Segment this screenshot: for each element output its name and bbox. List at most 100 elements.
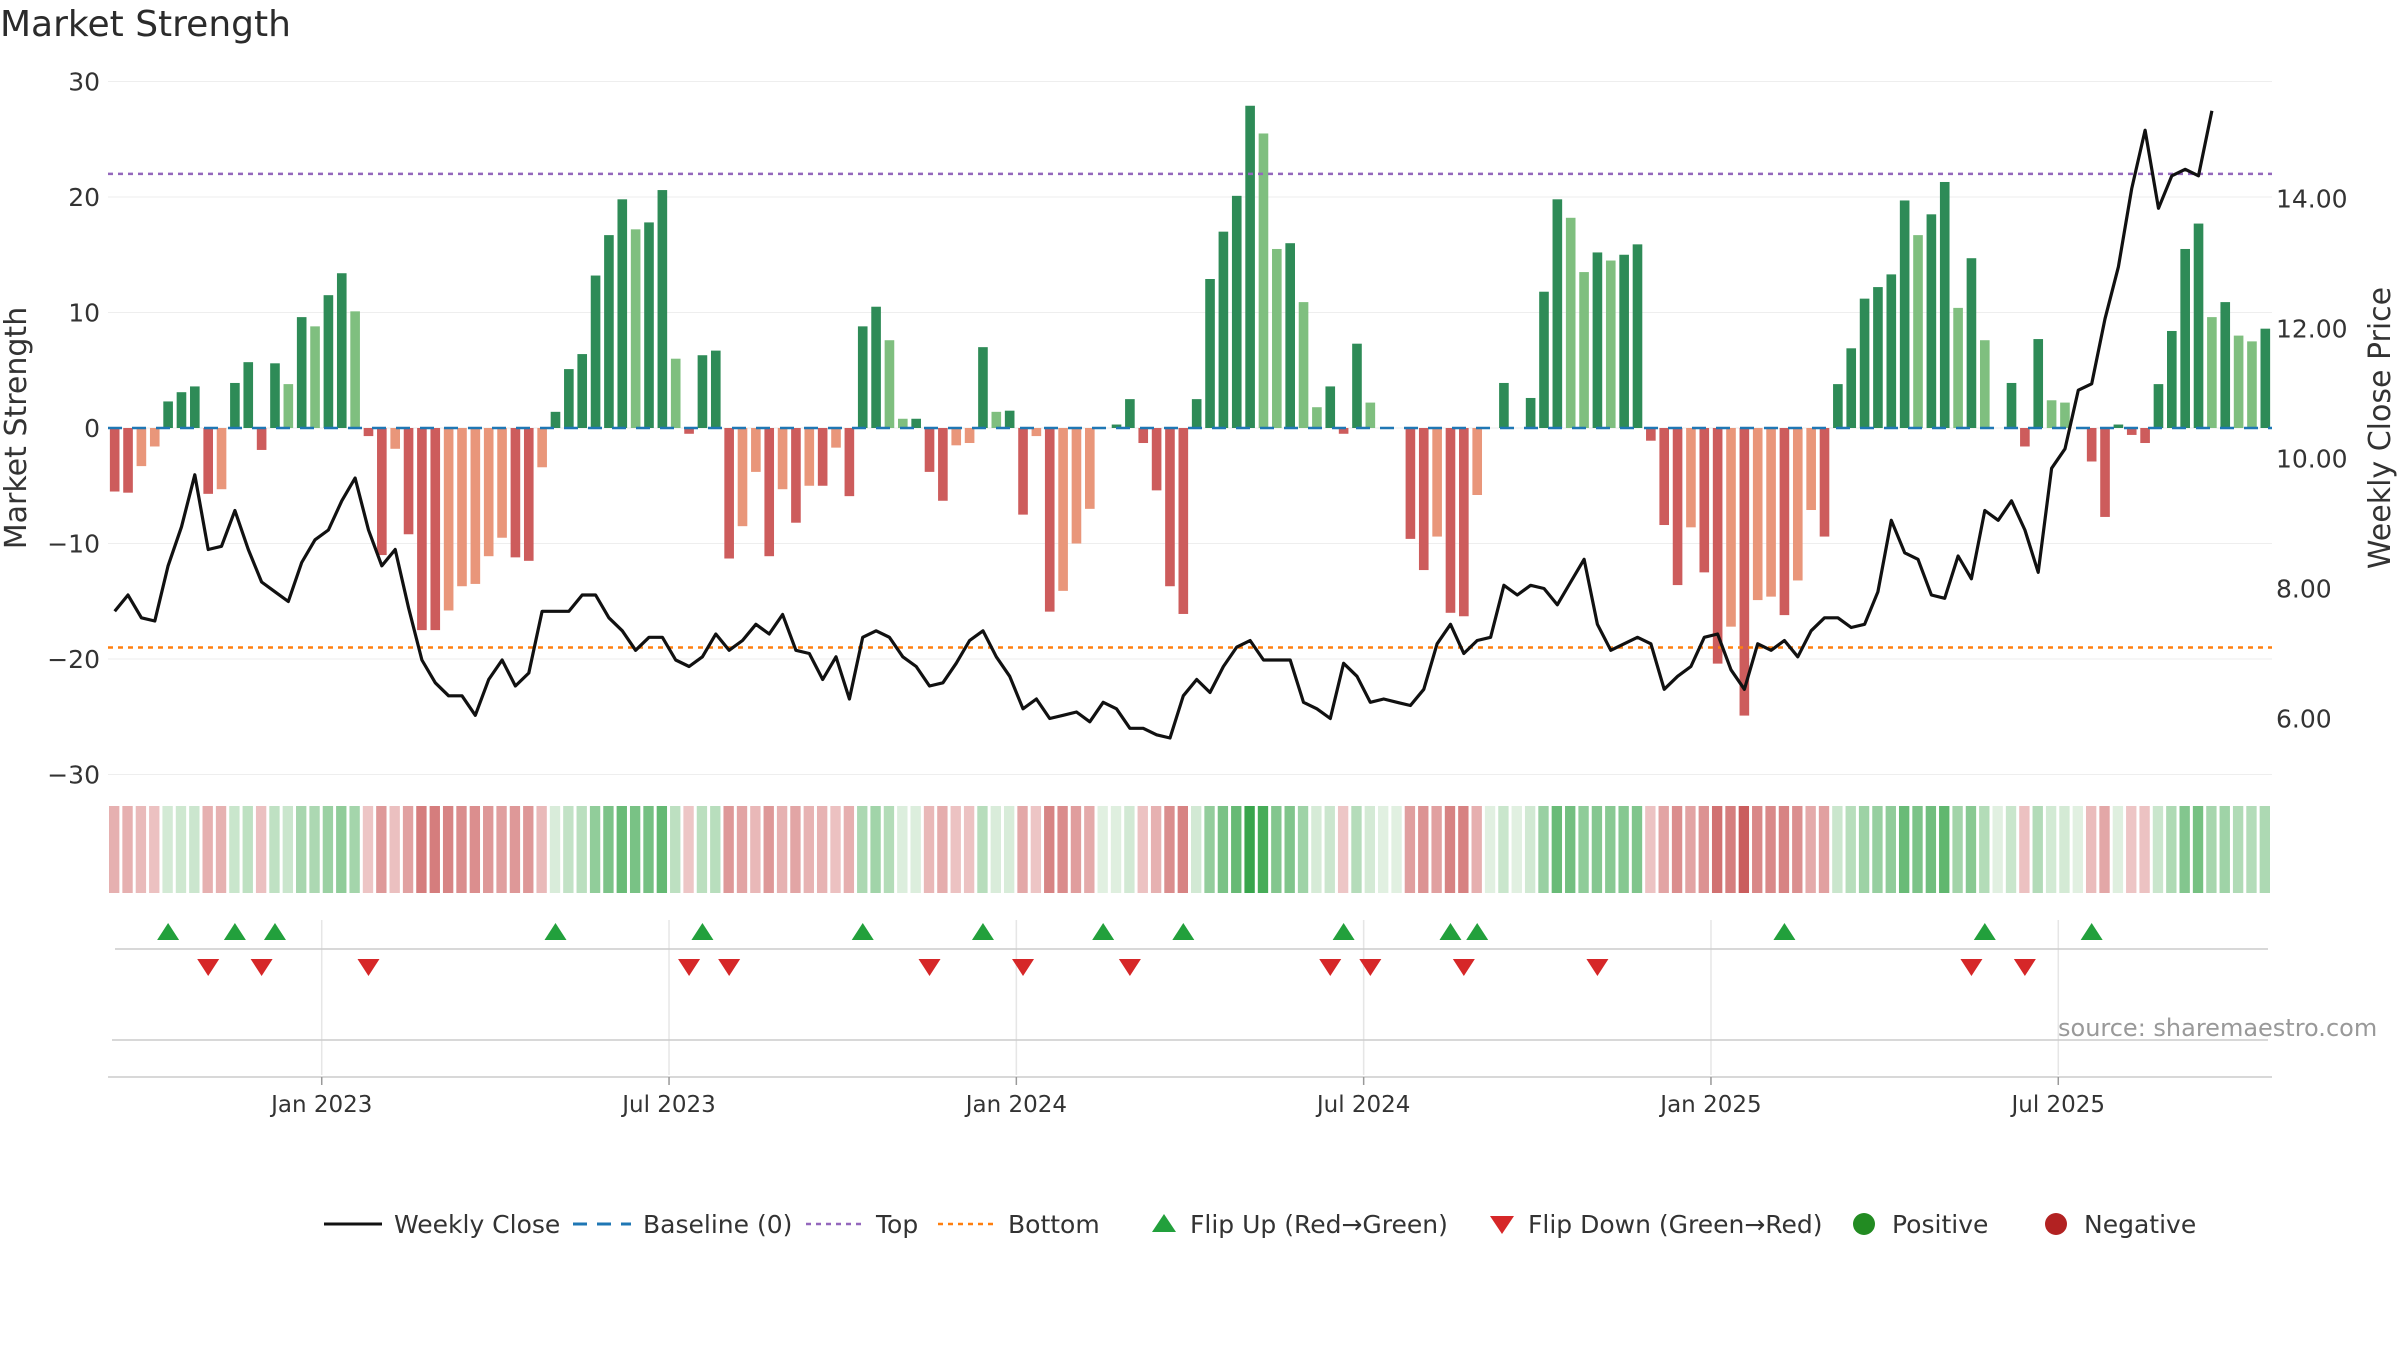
y-tick-label-right: 12.00 — [2276, 315, 2348, 344]
strength-bar — [1766, 428, 1776, 597]
heat-cell — [763, 806, 774, 893]
heat-cell — [750, 806, 761, 893]
strength-bar — [350, 311, 360, 428]
flip-down-marker — [1960, 959, 1983, 976]
legend-label-bottom: Bottom — [1008, 1210, 1100, 1239]
strength-bar — [1058, 428, 1068, 591]
heat-cell — [1858, 806, 1870, 893]
strength-bar — [657, 190, 668, 428]
heat-cell — [1110, 806, 1122, 893]
flip-up-marker — [971, 923, 994, 940]
heat-cell — [1244, 806, 1255, 893]
heat-cell — [1137, 806, 1148, 893]
strength-bar — [1325, 386, 1336, 428]
strength-bar — [1539, 291, 1549, 428]
strength-bar — [1138, 428, 1149, 444]
strength-bar — [256, 428, 267, 450]
heat-cell — [1217, 806, 1229, 893]
heat-cell — [1271, 806, 1282, 893]
heat-cell — [2085, 806, 2097, 893]
heat-cell — [1965, 806, 1977, 893]
flip-up-marker — [263, 923, 286, 940]
heat-cell — [1057, 806, 1068, 893]
heat-cell — [950, 806, 961, 893]
heat-cell — [162, 806, 173, 893]
heat-cell — [736, 806, 748, 893]
x-tick-label: Jul 2025 — [2009, 1092, 2105, 1118]
strength-bar — [1338, 428, 1349, 434]
flip-up-marker — [1439, 923, 1462, 940]
flip-up-marker — [544, 923, 567, 940]
heat-cell — [549, 806, 561, 893]
x-tick-label: Jan 2024 — [964, 1092, 1067, 1118]
heat-cell — [2139, 806, 2150, 893]
strength-bar — [390, 428, 401, 449]
heat-cell — [2019, 806, 2030, 893]
heat-cell — [1551, 806, 1563, 893]
heat-cell — [1685, 806, 1696, 893]
heat-cell — [1805, 806, 1816, 893]
heat-cell — [2259, 806, 2270, 893]
strength-bar — [1178, 428, 1189, 614]
chart-title: Market Strength — [0, 4, 291, 45]
legend-swatch-positive — [1853, 1213, 1875, 1235]
strength-bar — [1499, 382, 1509, 428]
flip-down-marker — [197, 959, 220, 976]
heat-cell — [242, 806, 253, 893]
heat-cell — [349, 806, 360, 893]
strength-bar — [176, 392, 187, 428]
heat-cell — [977, 806, 988, 893]
heat-cell — [1578, 806, 1589, 893]
strength-bar — [1071, 428, 1082, 544]
strength-bar — [670, 358, 681, 428]
strength-bar — [1926, 214, 1937, 428]
heat-cell — [469, 806, 481, 893]
strength-bar — [590, 275, 601, 428]
strength-bar — [1085, 428, 1095, 509]
heat-cell — [1177, 806, 1188, 893]
heat-cell — [1565, 806, 1576, 893]
heat-cell — [1404, 806, 1416, 893]
strength-bar — [1953, 307, 1963, 428]
heat-cell — [696, 806, 708, 893]
heat-cell — [389, 806, 400, 893]
legend-label-positive: Positive — [1892, 1210, 1988, 1239]
strength-bar — [871, 306, 881, 428]
strength-bar — [737, 428, 748, 527]
strength-bar — [270, 363, 280, 428]
source-credit: source: sharemaestro.com — [2058, 1014, 2378, 1042]
strength-bar — [417, 428, 427, 631]
legend-label-baseline: Baseline (0) — [643, 1210, 792, 1239]
heat-cell — [456, 806, 467, 893]
heat-cell — [429, 806, 440, 893]
strength-bar — [470, 428, 481, 584]
flip-up-marker — [1172, 923, 1195, 940]
heat-cell — [175, 806, 187, 893]
heat-cell — [1431, 806, 1442, 893]
heat-cell — [883, 806, 895, 893]
strength-bar — [109, 428, 120, 492]
strength-bar — [1044, 428, 1055, 612]
heat-cell — [1898, 806, 1910, 893]
strength-bar — [564, 369, 574, 428]
strength-bar — [2247, 341, 2257, 428]
heat-cell — [189, 806, 200, 893]
strength-bar — [857, 326, 868, 428]
strength-bar — [1579, 272, 1589, 428]
strength-bar — [1432, 428, 1442, 537]
strength-bar — [1231, 195, 1242, 428]
heat-cell — [2246, 806, 2257, 893]
strength-bar — [817, 428, 828, 486]
strength-bar — [296, 317, 307, 428]
heat-cell — [790, 806, 801, 893]
heat-cell — [1017, 806, 1028, 893]
strength-bar — [1592, 252, 1603, 428]
heat-cell — [1484, 806, 1496, 893]
strength-bar — [1846, 348, 1857, 428]
heat-cell — [1391, 806, 1402, 893]
strength-bar — [430, 428, 441, 631]
heat-cell — [496, 806, 507, 893]
strength-bar — [2126, 428, 2137, 435]
heat-cell — [1444, 806, 1456, 893]
heat-cell — [1872, 806, 1883, 893]
